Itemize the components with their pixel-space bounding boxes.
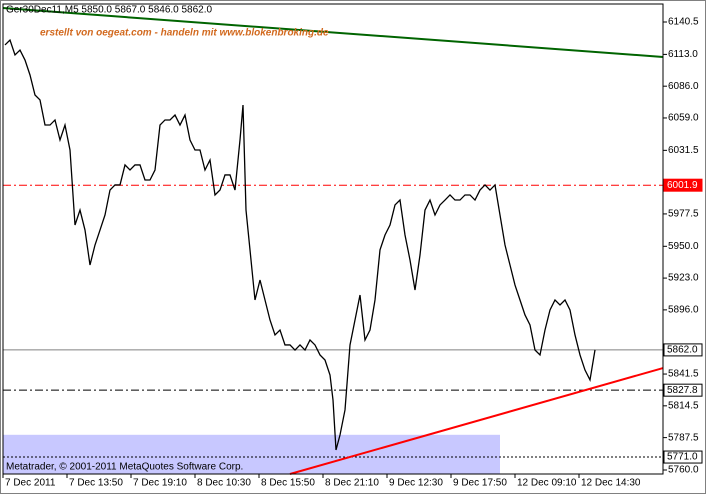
price-label-box [663, 450, 703, 464]
y-tick-label: 5950.0 [668, 241, 699, 252]
y-tick-label: 5787.5 [668, 432, 699, 443]
y-tick-label: 6113.0 [668, 49, 698, 60]
y-tick-label: 5896.0 [668, 305, 699, 316]
y-tick-label: 6059.0 [668, 113, 699, 124]
price-label: 5862.0 [667, 345, 698, 356]
y-tick-label: 5814.5 [668, 400, 699, 411]
trendline [2, 7, 664, 58]
price-label: 5827.8 [667, 385, 698, 396]
x-tick-label: 7 Dec 19:10 [133, 478, 187, 489]
x-tick-label: 12 Dec 09:10 [517, 478, 577, 489]
x-tick-label: 9 Dec 17:50 [453, 478, 507, 489]
y-tick-label: 6031.5 [668, 145, 699, 156]
y-tick-label: 6140.5 [668, 17, 699, 28]
plot-border [2, 3, 664, 475]
x-tick-label: 7 Dec 2011 [5, 478, 56, 489]
annotation: erstellt von oegeat.com - handeln mit ww… [40, 28, 329, 39]
price-line-series [4, 38, 596, 451]
price-label-box [663, 343, 703, 357]
price-label: 6001.9 [667, 180, 698, 191]
y-tick-label: 6086.0 [668, 81, 699, 92]
price-label: 5771.0 [667, 452, 698, 463]
x-tick-label: 8 Dec 21:10 [325, 478, 379, 489]
footer: Metatrader, © 2001-2011 MetaQuotes Softw… [6, 462, 243, 473]
price-label-box [663, 178, 703, 192]
y-tick-label: 5923.0 [668, 273, 699, 284]
y-tick-label: 5760.0 [668, 465, 699, 476]
trendline [289, 367, 664, 475]
x-tick-label: 7 Dec 13:50 [69, 478, 123, 489]
chart-title: Ger30Dec11,M5 5850.0 5867.0 5846.0 5862.… [6, 5, 213, 16]
x-tick-label: 8 Dec 15:50 [261, 478, 315, 489]
zone [3, 434, 500, 474]
price-label-box [663, 383, 703, 397]
x-tick-label: 8 Dec 10:30 [197, 478, 251, 489]
x-tick-label: 9 Dec 12:30 [389, 478, 443, 489]
x-tick-label: 12 Dec 14:30 [581, 478, 641, 489]
y-tick-label: 5977.5 [668, 209, 699, 220]
y-tick-label: 5841.5 [668, 369, 699, 380]
